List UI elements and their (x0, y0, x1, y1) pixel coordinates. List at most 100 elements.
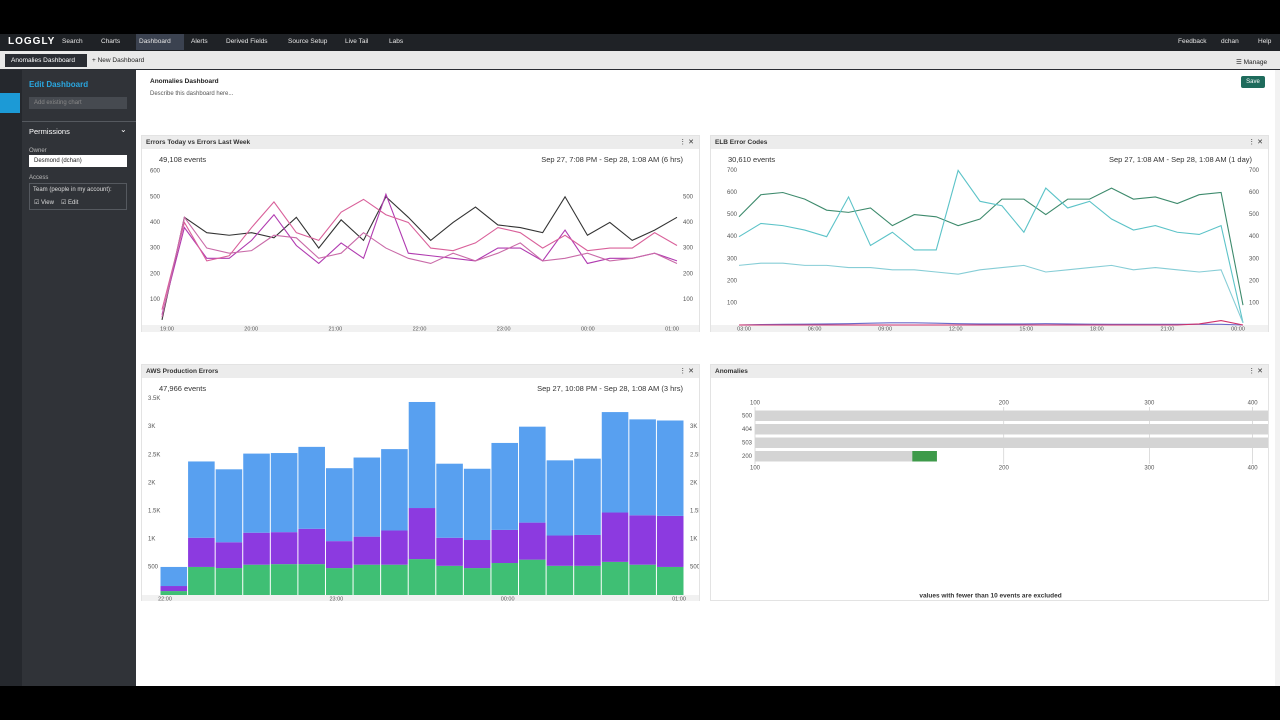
nav-item[interactable]: Source Setup (288, 38, 328, 45)
x-tick-label: 22:00 (158, 596, 172, 601)
nav-item[interactable]: Live Tail (345, 38, 369, 45)
y-tick-label: 200 (742, 454, 753, 460)
dashboard-description[interactable]: Describe this dashboard here... (150, 91, 234, 97)
icon-strip (0, 70, 22, 686)
nav-right-item[interactable]: dchan (1221, 38, 1239, 45)
bar-segment (160, 591, 188, 595)
y-tick-label: 3K (148, 424, 155, 430)
scrollbar (1275, 70, 1280, 686)
permissions[interactable]: Permissions (29, 127, 70, 136)
bar-segment (574, 565, 601, 595)
widget-controls[interactable]: ⋮ ✕ (1248, 139, 1263, 146)
bar-segment (353, 564, 381, 595)
widget-controls[interactable]: ⋮ ✕ (1248, 368, 1263, 375)
y-tick-label: 500 (148, 565, 159, 571)
owner-select[interactable]: Desmond (dchan) (29, 155, 127, 167)
dashboard-icon[interactable] (0, 93, 20, 113)
bar-segment (546, 565, 574, 595)
tab-bar (0, 51, 1280, 69)
bar-segment (298, 564, 325, 595)
tab[interactable]: Anomalies Dashboard (5, 54, 87, 67)
chart-select[interactable]: Add existing chart (29, 97, 127, 109)
menu-icon: ☰ (1236, 59, 1244, 66)
bar-segment (160, 586, 188, 592)
bar-segment (353, 457, 381, 537)
tab-label: New Dashboard (97, 57, 145, 64)
y-tick-label: 700 (727, 168, 738, 174)
nav-item[interactable]: Search (62, 38, 83, 45)
widget: Anomalies ⋮ ✕ values with fewer than 10 ev… (710, 364, 1269, 601)
bar-segment (629, 564, 656, 595)
bar-segment (463, 468, 491, 541)
bar-segment (270, 564, 298, 595)
bar-segment (519, 522, 546, 560)
bar-segment (188, 461, 215, 538)
view-label: View (41, 200, 54, 206)
x-tick-label: 23:00 (329, 596, 343, 601)
bar-segment (381, 564, 408, 595)
y-tick-label: 100 (150, 297, 161, 303)
y2-tick-label: 500 (683, 194, 694, 200)
tab[interactable]: + New Dashboard (92, 57, 144, 64)
y-tick-label: 1K (148, 536, 155, 542)
x-tick-label: 400 (1248, 466, 1259, 472)
bar (755, 424, 1268, 435)
line-series (161, 215, 678, 318)
bar-segment (656, 420, 684, 516)
view-check[interactable]: ☑ View (34, 200, 54, 206)
bar-segment (270, 532, 298, 565)
widget: ELB Error Codes ⋮ ✕ 30,610 events Sep 27, 1… (710, 135, 1269, 332)
bar (755, 437, 1268, 448)
bar-segment (408, 401, 436, 509)
y-tick-label: 2K (148, 480, 155, 486)
x-tick-label: 21:00 (1161, 326, 1175, 332)
y-tick-label: 500 (742, 413, 753, 419)
y2-tick-label: 300 (1249, 256, 1260, 262)
widget-controls[interactable]: ⋮ ✕ (679, 139, 694, 146)
y2-tick-label: 1K (690, 536, 697, 542)
divider (0, 69, 1280, 71)
widget-title: ELB Error Codes (711, 136, 1268, 149)
bar-segment (436, 463, 463, 538)
y-tick-label: 200 (150, 271, 161, 277)
sidebar-title: Edit Dashboard (29, 80, 89, 89)
logo[interactable]: LOGGLY (8, 36, 56, 47)
bar-segment (243, 532, 270, 565)
y2-tick-label: 200 (683, 271, 694, 277)
chart: 49,108 events Sep 27, 7:08 PM - Sep 28, 1… (142, 155, 699, 332)
access-label: Access (29, 175, 49, 181)
x-tick-label: 00:00 (581, 326, 595, 332)
widget-controls[interactable]: ⋮ ✕ (679, 368, 694, 375)
y2-tick-label: 300 (683, 246, 694, 252)
y-tick-label: 300 (727, 256, 738, 262)
bar-segment (574, 534, 601, 566)
bar-segment (270, 453, 298, 533)
nav-item[interactable]: Charts (101, 38, 121, 45)
bottom-band (0, 686, 1280, 720)
manage[interactable]: ☰ Manage (1236, 58, 1267, 66)
bar-segment (656, 566, 684, 595)
bar-segment (519, 426, 546, 523)
y-tick-label: 2.5K (148, 452, 160, 458)
x-axis-strip (142, 325, 699, 332)
line-series (161, 192, 678, 315)
x-tick-label: 20:00 (244, 326, 258, 332)
x-tick-label: 00:00 (1231, 326, 1245, 332)
nav-item[interactable]: Dashboard (139, 38, 171, 45)
dashboard-title[interactable]: Anomalies Dashboard (150, 78, 219, 85)
x-tick-label: 18:00 (1090, 326, 1104, 332)
chart: 30,610 events Sep 27, 1:08 AM - Sep 28, 1… (711, 155, 1268, 332)
edit-check[interactable]: ☑ Edit (61, 200, 79, 206)
chart: values with fewer than 10 events are exc… (742, 401, 1268, 600)
x-tick-label: 23:00 (497, 326, 511, 332)
nav-item[interactable]: Labs (389, 38, 404, 45)
nav-right-item[interactable]: Feedback (1178, 38, 1207, 45)
bar-segment (325, 468, 353, 542)
save-button[interactable]: Save (1241, 76, 1265, 88)
nav-item[interactable]: Alerts (191, 38, 208, 45)
bar-segment (519, 559, 546, 595)
bar-segment (601, 412, 629, 513)
bar-segment (629, 515, 656, 565)
nav-right-item[interactable]: Help (1258, 38, 1272, 45)
nav-item[interactable]: Derived Fields (226, 38, 268, 45)
